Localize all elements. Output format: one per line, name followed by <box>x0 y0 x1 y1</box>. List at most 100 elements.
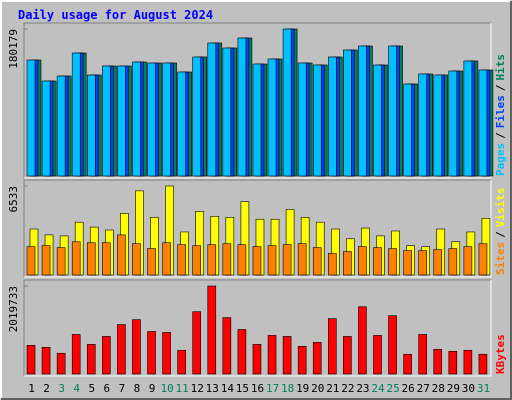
bar <box>252 63 262 177</box>
bar <box>86 344 96 375</box>
bar <box>41 245 51 276</box>
bar <box>237 244 247 276</box>
bar <box>463 246 473 276</box>
panel-edge <box>24 180 492 278</box>
legend-entry: Visits <box>494 188 507 228</box>
bar <box>26 246 36 276</box>
bar <box>222 243 232 276</box>
bar <box>297 243 307 276</box>
x-tick-label: 13 <box>206 382 219 395</box>
bar <box>373 247 382 276</box>
legend-entry: Files <box>494 95 507 128</box>
bar <box>327 253 337 276</box>
x-tick-label: 9 <box>149 382 156 395</box>
bar <box>177 349 186 375</box>
bar <box>132 61 141 177</box>
chart-title: Daily usage for August 2024 <box>18 8 213 22</box>
panel-edge <box>24 280 492 377</box>
bar <box>297 346 307 375</box>
bar <box>267 335 277 375</box>
x-tick-label: 28 <box>432 382 445 395</box>
bar <box>388 315 397 375</box>
bar <box>448 70 458 177</box>
bar <box>162 62 171 177</box>
x-tick-label: 5 <box>88 382 95 395</box>
x-tick-label: 25 <box>386 382 399 395</box>
bar <box>388 248 397 276</box>
bar <box>222 47 232 177</box>
bar <box>26 345 36 375</box>
bar <box>343 251 352 276</box>
bar <box>358 306 367 375</box>
bar <box>41 347 51 375</box>
x-tick-label: 1 <box>28 382 35 395</box>
bar <box>448 350 458 375</box>
bar <box>373 335 382 375</box>
x-tick-label: 27 <box>417 382 430 395</box>
x-tick-label: 21 <box>326 382 339 395</box>
bar <box>147 331 156 375</box>
x-tick-label: 3 <box>58 382 65 395</box>
bar <box>433 249 443 276</box>
bar <box>192 311 202 375</box>
bar <box>267 58 277 177</box>
legend-separator: / <box>494 84 507 91</box>
bar <box>71 334 81 375</box>
x-tick-label: 16 <box>251 382 264 395</box>
bar <box>56 247 66 276</box>
bar <box>237 37 247 177</box>
bar <box>403 83 412 177</box>
x-tick-label: 7 <box>119 382 126 395</box>
bar <box>71 52 81 177</box>
bar <box>373 64 382 177</box>
x-tick-label: 24 <box>371 382 385 395</box>
bar <box>267 245 277 276</box>
bar <box>177 244 186 276</box>
bar <box>102 242 111 276</box>
bar <box>358 45 367 177</box>
bar <box>403 353 412 375</box>
bar <box>343 49 352 177</box>
bar <box>117 234 126 276</box>
bar <box>433 74 443 177</box>
bar <box>312 247 322 276</box>
x-tick-label: 14 <box>221 382 235 395</box>
x-tick-label: 19 <box>296 382 309 395</box>
bar <box>147 248 156 276</box>
x-tick-label: 29 <box>447 382 460 395</box>
y-tick-label: 180179 <box>7 29 20 69</box>
bar <box>478 69 488 177</box>
bar <box>71 241 81 276</box>
bar <box>192 56 202 177</box>
bar <box>222 317 232 375</box>
legend-separator: / <box>494 231 507 238</box>
bar <box>343 336 352 375</box>
x-tick-label: 17 <box>266 382 279 395</box>
bar <box>162 242 171 276</box>
x-tick-label: 12 <box>191 382 204 395</box>
bar <box>56 75 66 177</box>
bar <box>312 342 322 375</box>
bar <box>418 334 427 375</box>
x-tick-label: 4 <box>73 382 80 395</box>
bar <box>117 324 126 375</box>
bar <box>403 250 412 276</box>
bar <box>56 352 66 375</box>
legend-separator: / <box>494 132 507 139</box>
bar <box>162 332 171 375</box>
bar <box>448 248 458 276</box>
y-tick-label: 6533 <box>7 186 20 213</box>
legend-entry: KBytes <box>494 334 507 374</box>
bar <box>102 65 111 177</box>
x-tick-label: 2 <box>43 382 50 395</box>
bar <box>312 64 322 177</box>
bar <box>117 65 126 177</box>
x-tick-label: 8 <box>134 382 141 395</box>
x-tick-label: 10 <box>160 382 173 395</box>
bar <box>282 28 292 177</box>
bar <box>388 45 397 177</box>
legend: Pages / Files / Hits <box>494 54 507 176</box>
bar <box>132 319 141 375</box>
bar <box>252 344 262 375</box>
